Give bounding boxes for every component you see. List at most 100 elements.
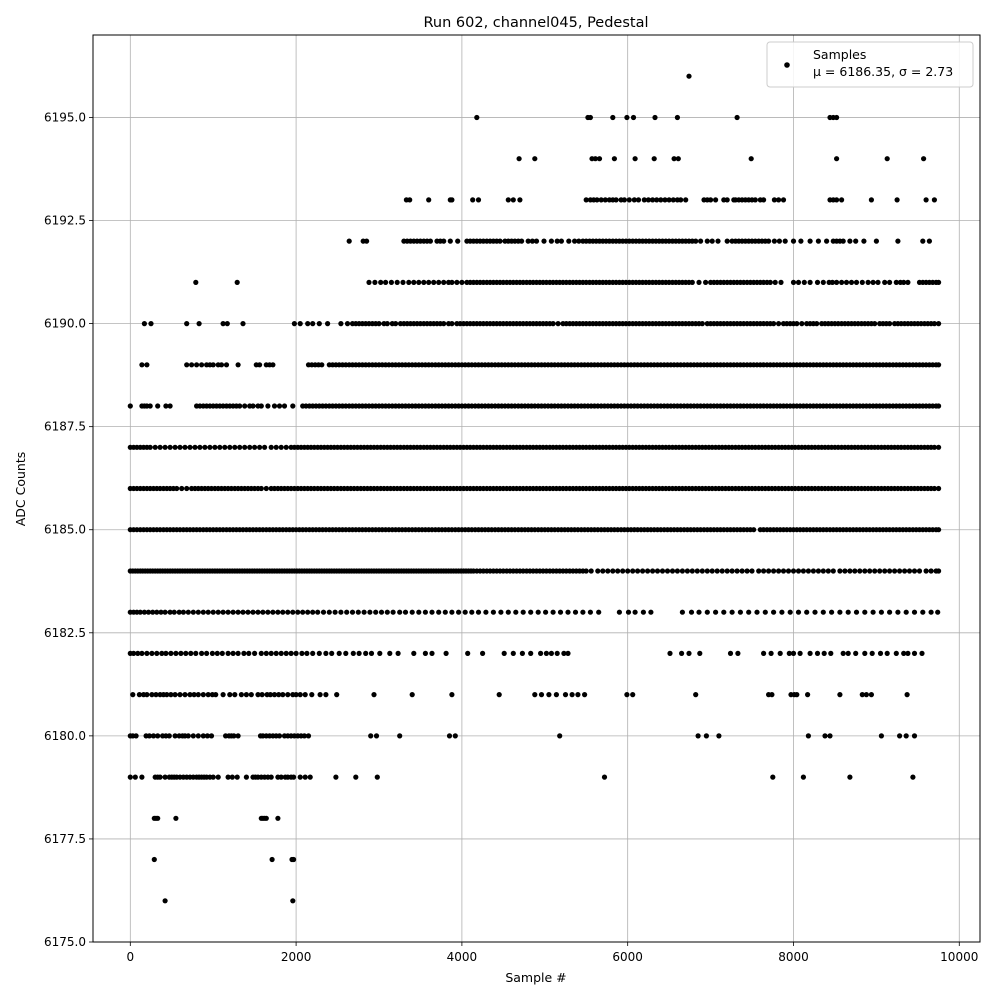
data-point — [624, 692, 630, 698]
data-point — [300, 609, 306, 615]
data-point — [189, 362, 195, 368]
data-point — [148, 321, 154, 327]
data-point — [928, 568, 934, 574]
data-point — [157, 444, 163, 450]
x-tick-label: 4000 — [447, 950, 478, 964]
data-point — [778, 279, 784, 285]
data-point — [240, 321, 246, 327]
data-point — [724, 568, 730, 574]
data-point — [786, 650, 792, 657]
chart-title: Run 602, channel045, Pedestal — [423, 15, 648, 31]
data-point — [840, 238, 846, 244]
data-point — [227, 444, 233, 450]
data-point — [144, 650, 150, 657]
data-point — [901, 279, 907, 285]
data-point — [863, 692, 870, 698]
data-point — [157, 774, 163, 780]
data-point — [686, 73, 692, 79]
data-point — [269, 856, 275, 863]
data-point — [167, 444, 173, 450]
data-point — [383, 279, 389, 285]
data-point — [847, 568, 853, 574]
data-point — [218, 362, 225, 368]
data-point — [196, 321, 202, 327]
data-point — [263, 815, 269, 821]
data-point — [263, 485, 269, 492]
x-tick-label: 10000 — [940, 950, 978, 964]
data-point — [168, 692, 174, 698]
data-point — [364, 238, 370, 244]
data-point — [449, 279, 455, 285]
data-point — [744, 568, 750, 574]
data-point — [155, 733, 161, 739]
data-point — [550, 321, 556, 327]
data-point — [538, 692, 545, 698]
data-point — [847, 238, 853, 244]
data-points — [127, 73, 942, 904]
data-point — [475, 609, 482, 615]
data-point — [344, 609, 350, 615]
data-point — [557, 609, 564, 615]
data-point — [315, 609, 321, 615]
data-point — [696, 279, 702, 285]
data-point — [749, 568, 755, 574]
data-point — [215, 774, 221, 780]
data-point — [210, 609, 216, 615]
data-point — [679, 609, 686, 615]
data-point — [842, 568, 848, 574]
data-point — [505, 609, 511, 615]
data-point — [199, 362, 205, 368]
data-point — [592, 156, 599, 162]
data-point — [390, 609, 396, 615]
data-point — [631, 197, 637, 203]
data-point — [901, 650, 907, 657]
data-point — [210, 774, 216, 780]
data-point — [179, 485, 185, 492]
data-point — [132, 774, 138, 780]
data-point — [746, 609, 752, 615]
data-point — [801, 279, 807, 285]
data-point — [654, 197, 660, 203]
data-point — [630, 568, 636, 574]
data-point — [262, 444, 268, 450]
data-point — [824, 238, 830, 244]
data-point — [153, 692, 159, 698]
y-tick-label: 6175.0 — [44, 935, 86, 949]
data-point — [265, 609, 271, 615]
data-point — [237, 444, 243, 450]
data-point — [715, 238, 721, 244]
data-point — [449, 692, 455, 698]
data-point — [323, 650, 329, 657]
data-point — [307, 774, 313, 780]
data-point — [771, 568, 777, 574]
data-point — [595, 568, 601, 574]
data-point — [566, 238, 572, 244]
data-point — [388, 279, 394, 285]
data-point — [290, 403, 296, 409]
data-point — [893, 650, 899, 657]
data-point — [281, 403, 288, 409]
data-point — [719, 568, 725, 574]
data-point — [911, 609, 918, 615]
data-point — [344, 321, 351, 327]
data-point — [207, 444, 213, 450]
data-point — [247, 444, 253, 450]
data-point — [305, 321, 311, 327]
data-point — [225, 774, 231, 780]
data-point — [510, 650, 516, 657]
data-point — [212, 444, 218, 450]
y-tick-label: 6195.0 — [44, 110, 86, 124]
data-point — [454, 279, 460, 285]
data-point — [127, 403, 133, 409]
data-point — [447, 238, 453, 244]
data-point — [150, 733, 157, 739]
data-point — [797, 650, 803, 657]
data-point — [771, 321, 777, 327]
data-point — [923, 568, 929, 574]
data-point — [870, 279, 876, 285]
legend-series-name: Samples — [813, 47, 866, 62]
data-point — [645, 568, 651, 574]
data-point — [910, 774, 916, 780]
